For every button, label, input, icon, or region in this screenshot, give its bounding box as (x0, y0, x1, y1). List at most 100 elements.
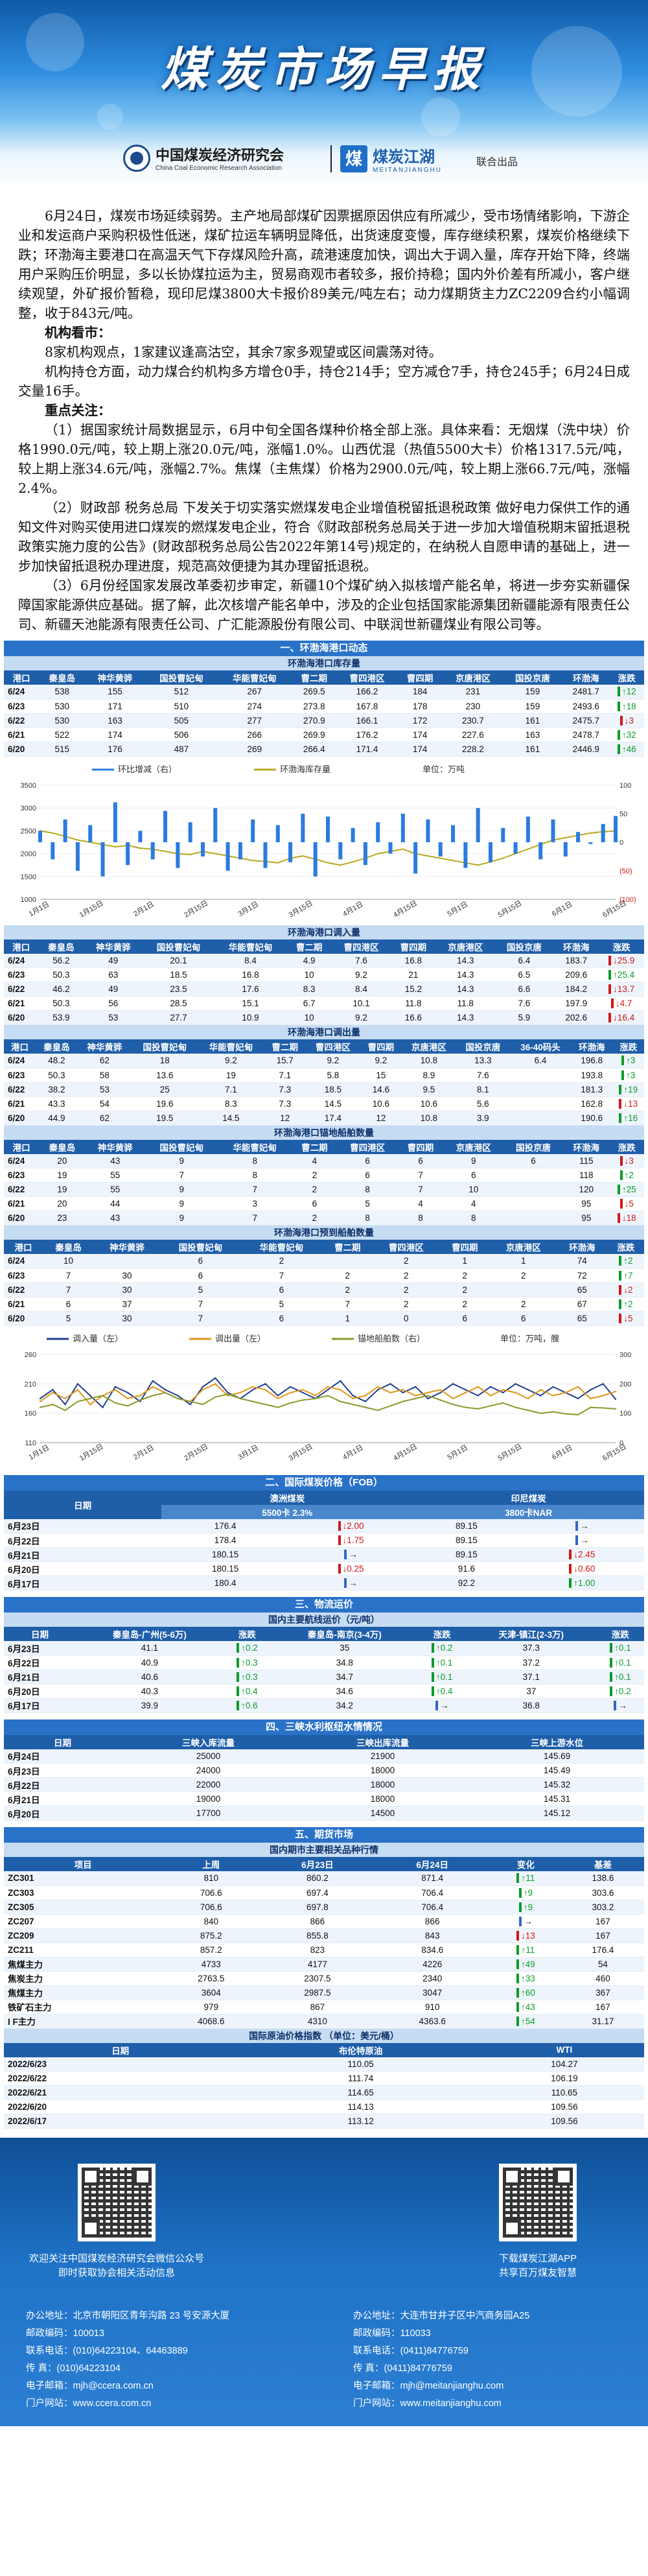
cell-value: 17.4 (324, 1113, 341, 1123)
x-tick-label: 3月15日 (288, 899, 314, 919)
col-header: 曹二期 (291, 1139, 338, 1154)
cell-value: 2475.7 (572, 715, 599, 726)
cell-value: ↑9 (518, 1887, 533, 1898)
table-cell: 25000 (121, 1749, 295, 1764)
cell-value: 6.5 (518, 970, 531, 980)
data-point (39, 1400, 41, 1402)
table-row: 6/21 43.3 54 19.6 8.3 7.3 14.5 10.6 10.6 5.6 162.8… (4, 1096, 644, 1111)
table-row: 6/20 23 43 9 7 2 8 8 8 95 ↓18 (4, 1211, 644, 1225)
app-download-qr-code[interactable] (499, 2164, 577, 2241)
data-point (52, 1388, 54, 1391)
table-cell: 161 (502, 713, 562, 728)
ccera-qr-code[interactable] (78, 2164, 156, 2241)
data-bar (438, 842, 443, 857)
table-cell: 515 (39, 742, 86, 757)
cell-value: 6 (65, 1299, 71, 1309)
banner-title: 煤炭市场早报 (160, 42, 487, 97)
data-point (251, 1388, 254, 1391)
cell-value: 6 (198, 1270, 203, 1281)
cell-value: ↑0.2 (431, 1643, 452, 1653)
cell-value: 7.3 (279, 1098, 292, 1109)
table-cell: 110.65 (484, 2085, 644, 2100)
org2-name: 煤炭江湖 (373, 147, 435, 166)
data-bar (563, 842, 568, 857)
row-label: 6/24 (4, 1254, 43, 1269)
table-cell: ↑2 (609, 1168, 644, 1183)
table-cell: ↑32 (609, 727, 644, 742)
data-point (552, 1410, 554, 1413)
cell-value: 2 (345, 1284, 351, 1295)
freight-table: 日期 秦皇岛-广州(5-6万) 涨跌 秦皇岛-南京(3-4万) 涨跌 天津-镇江(2-3万… (4, 1627, 644, 1713)
table-cell: 9.2 (360, 1054, 402, 1069)
col-header: 港口 (4, 1039, 36, 1054)
table-cell (510, 1082, 571, 1097)
row-label: 焦炭主力 (4, 1971, 163, 1986)
table-cell: 5.9 (494, 1010, 554, 1025)
row-label: 铁矿石主力 (4, 2000, 163, 2015)
data-bar (138, 830, 143, 842)
cell-value: 5 (198, 1284, 203, 1295)
ccera-logo-icon (123, 144, 150, 172)
cell-value: 3.9 (476, 1113, 489, 1123)
contact-line: 门户网站：www.ccera.com.cn (26, 2398, 152, 2409)
col-header: 国投京唐 (456, 1039, 511, 1054)
cell-value: 367 (596, 1987, 610, 1998)
cell-value: 2481.7 (572, 687, 599, 697)
contact-line: 联系电话：(0411)84776759 (353, 2346, 469, 2356)
row-label: 2022/6/23 (4, 2057, 237, 2072)
cell-value: 2 (404, 1270, 409, 1281)
cell-value: 7.1 (225, 1084, 237, 1094)
cell-value: ↓13 (619, 1098, 638, 1109)
table-cell: 181.3 (570, 1082, 613, 1097)
cell-value: ↓1.75 (338, 1535, 364, 1545)
section-title: 一、环渤海港口动态 (4, 641, 644, 656)
table-cell: 9 (443, 1153, 503, 1168)
table-cell: 95 (563, 1196, 610, 1211)
table-cell: 510 (145, 699, 218, 714)
cell-value: 18 (159, 1056, 170, 1066)
table-cell: 89.15 (413, 1547, 520, 1562)
cell-value: 15.7 (276, 1056, 294, 1066)
cell-value: 27.7 (170, 1013, 187, 1022)
cell-value: 14500 (370, 1808, 395, 1818)
table-row: 6/22 46.2 49 23.5 17.6 8.3 8.4 15.2 14.3 6.6 184.2… (4, 982, 644, 997)
cell-value: 9.2 (327, 1056, 340, 1066)
data-point (89, 1397, 91, 1399)
data-bar (363, 842, 367, 865)
cell-value: 176.2 (356, 729, 378, 740)
table-row: 6/24 48.2 62 18 9.2 15.7 9.2 9.2 10.8 13.3 6.4 196.… (4, 1054, 644, 1069)
row-label: 6/20 (4, 1211, 40, 1225)
table-cell: 979 (162, 2000, 260, 2015)
data-point (114, 845, 117, 847)
flow-chart: 调入量（左） 调出量（左） 锚地船舶数（右） 单位：万吨，艘 110 160 210 260 0… (8, 1328, 648, 1465)
y-tick-label-right: 200 (619, 1380, 631, 1388)
cell-value: 273.8 (303, 701, 325, 711)
cell-value: 857.2 (200, 1944, 222, 1955)
table-cell: 8 (218, 1153, 292, 1168)
table-row: 2022/6/22 111.74 106.19 (4, 2071, 644, 2086)
col-subheader: 3800卡NAR (413, 1504, 644, 1519)
col-header: 秦皇岛-广州(5-6万) (76, 1627, 224, 1641)
cell-value: 512 (174, 687, 189, 697)
cell-value: 54 (99, 1098, 110, 1109)
cell-value: 65 (577, 1313, 587, 1323)
table-cell: 174 (397, 742, 443, 757)
data-point (452, 1382, 454, 1385)
cell-value: 5.8 (327, 1070, 340, 1080)
cell-value: 228.2 (461, 744, 484, 754)
cell-value: 8 (365, 1213, 370, 1223)
data-point (152, 1380, 154, 1382)
cell-value: 871.4 (421, 1873, 444, 1884)
table-cell: 269.9 (291, 727, 338, 742)
table-cell: 31.17 (561, 2014, 644, 2029)
table-cell: 18.5 (143, 967, 215, 982)
table-cell: 6.7 (286, 996, 332, 1011)
row-label: ZC303 (4, 1885, 163, 1900)
cell-value: 176 (108, 744, 122, 754)
table-cell: 1 (490, 1254, 557, 1269)
data-point (64, 1397, 66, 1399)
table-cell: 34.7 (270, 1670, 419, 1684)
cell-value: ↑2 (619, 1170, 634, 1180)
data-point (389, 1391, 391, 1393)
row-label: 2022/6/17 (4, 2114, 237, 2129)
